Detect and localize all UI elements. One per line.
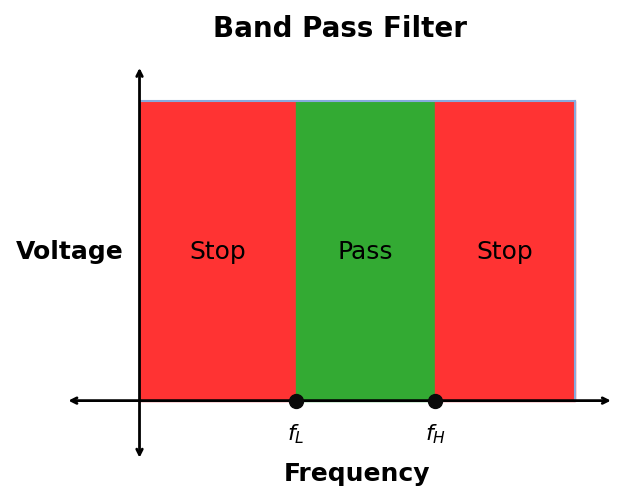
Text: $f_H$: $f_H$ [425,422,446,445]
Text: $f_L$: $f_L$ [287,422,305,445]
Title: Band Pass Filter: Band Pass Filter [213,15,467,43]
Text: Voltage: Voltage [16,239,124,264]
Text: Stop: Stop [477,239,533,264]
Point [430,397,441,405]
Text: Frequency: Frequency [284,460,430,484]
Text: Stop: Stop [189,239,246,264]
Point [291,397,301,405]
Bar [296,102,436,401]
Bar [139,102,296,401]
Bar [436,102,575,401]
Text: Pass: Pass [338,239,394,264]
